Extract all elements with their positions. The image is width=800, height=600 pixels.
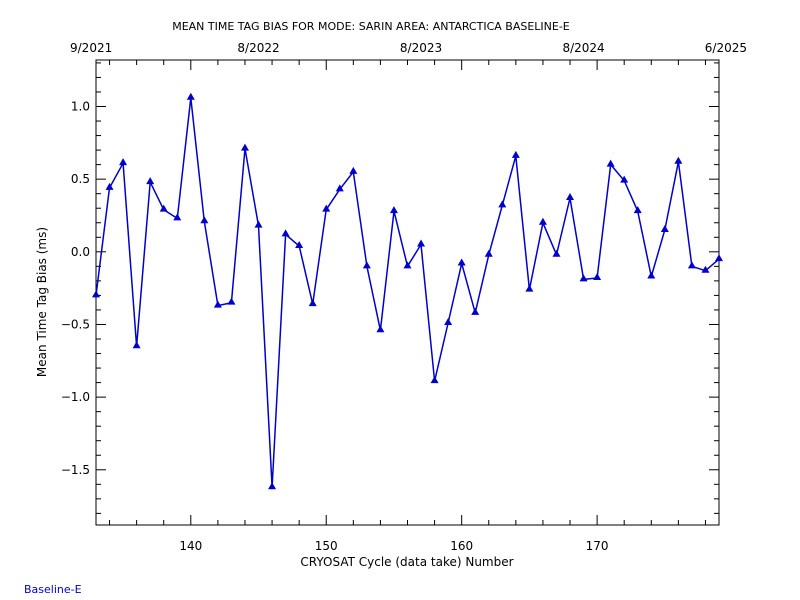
data-point [457, 258, 466, 266]
data-point [444, 318, 453, 326]
data-point [417, 239, 426, 247]
y-tick-label: 0.5 [71, 172, 90, 186]
data-point [335, 184, 344, 192]
y-tick-label: 0.0 [71, 245, 90, 259]
data-point [660, 225, 669, 233]
data-point [146, 177, 155, 185]
data-point [349, 166, 358, 174]
data-point [701, 265, 710, 273]
y-tick-label: −1.5 [61, 463, 90, 477]
top-date-label: 6/2025 [705, 41, 747, 55]
y-tick-label: −0.5 [61, 317, 90, 331]
data-point [715, 254, 723, 262]
data-point [674, 156, 683, 164]
footer-label: Baseline-E [24, 583, 82, 596]
data-point [308, 299, 317, 307]
x-tick-label: 170 [586, 539, 609, 553]
top-date-label: 9/2021 [70, 41, 112, 55]
data-point [281, 229, 290, 237]
data-point [525, 284, 534, 292]
y-tick-label: 1.0 [71, 100, 90, 114]
x-tick-label: 160 [450, 539, 473, 553]
data-point [240, 143, 249, 151]
data-point [687, 261, 696, 269]
data-point [227, 297, 236, 305]
data-point [119, 158, 128, 166]
data-point [430, 376, 439, 384]
data-point [579, 274, 588, 282]
data-point [213, 300, 222, 308]
data-point [92, 290, 100, 298]
data-point [511, 150, 520, 158]
x-tick-label: 150 [315, 539, 338, 553]
data-point [498, 200, 507, 208]
data-point [186, 92, 195, 100]
top-date-label: 8/2024 [562, 41, 604, 55]
series-line [95, 97, 720, 488]
x-tick-label: 140 [179, 539, 202, 553]
chart-title: MEAN TIME TAG BIAS FOR MODE: SARIN AREA:… [172, 20, 570, 33]
data-point [173, 213, 182, 221]
data-point [606, 159, 615, 167]
data-point [403, 261, 412, 269]
data-point [268, 482, 277, 490]
data-point [132, 341, 141, 349]
data-point [484, 249, 493, 257]
data-point [362, 261, 371, 269]
x-axis-label: CRYOSAT Cycle (data take) Number [300, 555, 513, 569]
plot-frame [95, 59, 720, 526]
data-point [254, 220, 263, 228]
data-point [376, 325, 385, 333]
data-point [322, 204, 331, 212]
data-point [200, 216, 209, 224]
top-date-label: 8/2023 [400, 41, 442, 55]
y-tick-label: −1.0 [61, 390, 90, 404]
data-point [647, 271, 656, 279]
top-date-label: 8/2022 [237, 41, 279, 55]
data-point [295, 241, 304, 248]
data-point [566, 193, 575, 201]
data-point [471, 307, 480, 315]
data-point [620, 175, 629, 183]
data-point [552, 249, 561, 257]
data-point [593, 272, 602, 280]
data-point [105, 182, 114, 190]
data-point [538, 217, 547, 225]
data-point [159, 204, 168, 212]
y-axis-label: Mean Time Tag Bias (ms) [35, 227, 49, 377]
data-point [389, 206, 398, 214]
data-point [633, 206, 642, 214]
